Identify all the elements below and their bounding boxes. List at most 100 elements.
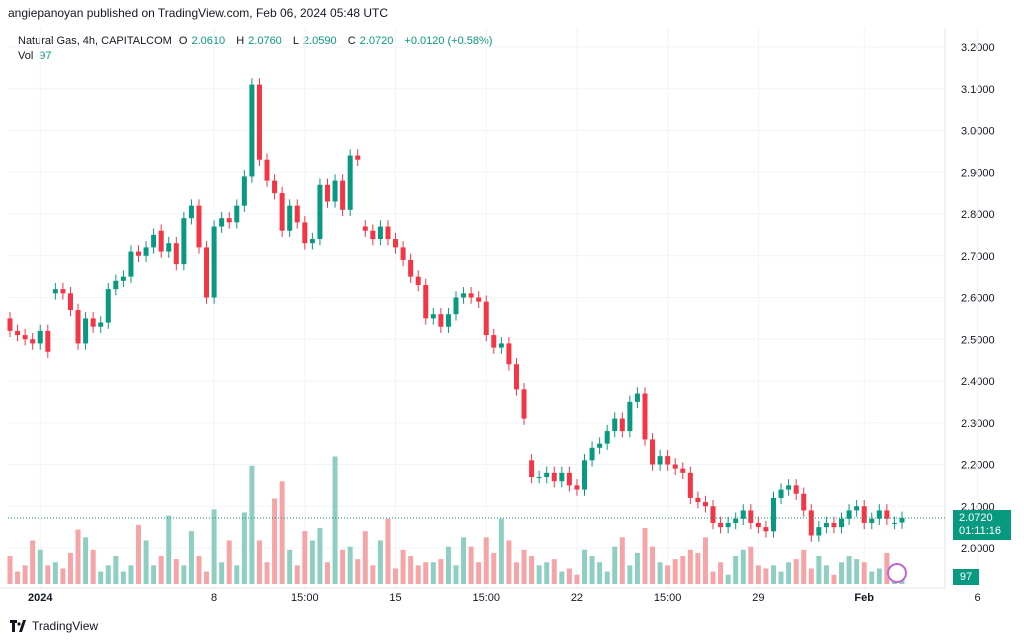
- candle-body: [302, 222, 308, 244]
- volume-bar: [302, 531, 308, 584]
- candle-body: [37, 330, 43, 344]
- volume-bar: [506, 540, 512, 584]
- candle-body: [158, 230, 164, 252]
- candle-body: [173, 243, 179, 265]
- volume-bar: [793, 559, 799, 584]
- candle-body: [657, 456, 663, 465]
- candle-body: [241, 176, 247, 206]
- volume-bar: [513, 562, 519, 584]
- candle-body: [67, 293, 73, 311]
- volume-bar: [476, 562, 482, 584]
- candle-body: [839, 518, 845, 528]
- volume-bar: [60, 568, 66, 584]
- candle-body: [249, 84, 255, 177]
- tradingview-logo-icon: [10, 620, 26, 632]
- volume-bar: [702, 537, 708, 584]
- legend-low: L 2.0590: [292, 35, 337, 47]
- bar-countdown: 01:11:16: [959, 524, 1002, 537]
- footer-brand[interactable]: TradingView: [32, 619, 99, 633]
- candle-body: [831, 522, 837, 528]
- volume-bar: [612, 546, 618, 584]
- candle-body: [687, 472, 693, 498]
- volume-bar: [733, 556, 739, 584]
- x-tick-label: Feb: [854, 592, 874, 604]
- candle-body: [891, 522, 897, 524]
- candle-body: [582, 460, 588, 490]
- legend-high: H 2.0760: [236, 35, 282, 47]
- volume-bar: [801, 549, 807, 584]
- volume-label: Vol: [18, 50, 34, 62]
- candle-body: [415, 276, 421, 285]
- candle-body: [483, 301, 489, 336]
- candle-body: [204, 247, 210, 298]
- candle-body: [725, 522, 731, 528]
- x-tick-label: 6: [975, 592, 981, 604]
- candle-body: [491, 335, 497, 348]
- candle-body: [642, 393, 648, 440]
- flash-icon[interactable]: [887, 563, 907, 583]
- candle-body: [272, 180, 278, 194]
- candle-body: [566, 472, 572, 486]
- candle-body: [400, 247, 406, 260]
- volume-bar: [718, 562, 724, 584]
- volume-bar: [294, 565, 300, 584]
- candle-body: [770, 497, 776, 532]
- volume-bar: [657, 562, 663, 584]
- volume-bar: [808, 568, 814, 584]
- candle-body: [551, 472, 557, 482]
- volume-bar: [52, 562, 58, 584]
- legend-open: O 2.0610: [178, 35, 226, 47]
- volume-bar: [884, 552, 890, 584]
- candle-body: [105, 289, 111, 323]
- candle-body: [627, 401, 633, 432]
- candle-body: [453, 297, 459, 315]
- volume-bar: [188, 531, 194, 584]
- volume-bar: [30, 540, 36, 584]
- candle-body: [680, 468, 686, 473]
- candle-body: [786, 485, 792, 490]
- candle-body: [536, 477, 542, 479]
- volume-bar: [128, 565, 134, 584]
- volume-bar: [529, 556, 535, 584]
- candle-body: [793, 485, 799, 494]
- legend-symbol[interactable]: Natural Gas, 4h, CAPITALCOM: [18, 35, 172, 47]
- candle-body: [816, 527, 822, 536]
- volume-bar: [332, 456, 338, 584]
- candle-body: [347, 155, 353, 210]
- candle-body: [672, 464, 678, 469]
- candle-body: [763, 527, 769, 532]
- volume-bar: [574, 574, 580, 584]
- volume-bar: [256, 540, 262, 584]
- candle-body: [52, 289, 58, 294]
- volume-bar: [544, 562, 550, 584]
- candle-body: [476, 297, 482, 302]
- volume-bar: [83, 537, 89, 584]
- candle-body: [60, 289, 66, 294]
- volume-bar: [740, 549, 746, 584]
- volume-bar: [120, 571, 126, 584]
- candle-body: [264, 159, 270, 181]
- candle-body: [513, 364, 519, 390]
- candle-body: [461, 293, 467, 298]
- volume-bar: [604, 571, 610, 584]
- volume-bar: [211, 509, 217, 584]
- candle-body: [589, 447, 595, 461]
- candle-body: [695, 497, 701, 503]
- candle-body: [876, 510, 882, 519]
- candle-body: [332, 180, 338, 202]
- volume-bar: [241, 512, 247, 584]
- volume-bar: [317, 528, 323, 584]
- candle-body: [340, 180, 346, 210]
- volume-legend[interactable]: Vol 97: [18, 50, 52, 62]
- candle-body: [740, 510, 746, 519]
- volume-bar: [634, 552, 640, 584]
- volume-bar: [627, 565, 633, 584]
- candle-body: [884, 510, 890, 519]
- x-tick-label: 8: [211, 592, 217, 604]
- volume-bar: [551, 559, 557, 584]
- candle-body: [710, 506, 716, 523]
- candle-body: [521, 389, 527, 419]
- candle-body: [498, 343, 504, 348]
- candle-body: [136, 251, 142, 256]
